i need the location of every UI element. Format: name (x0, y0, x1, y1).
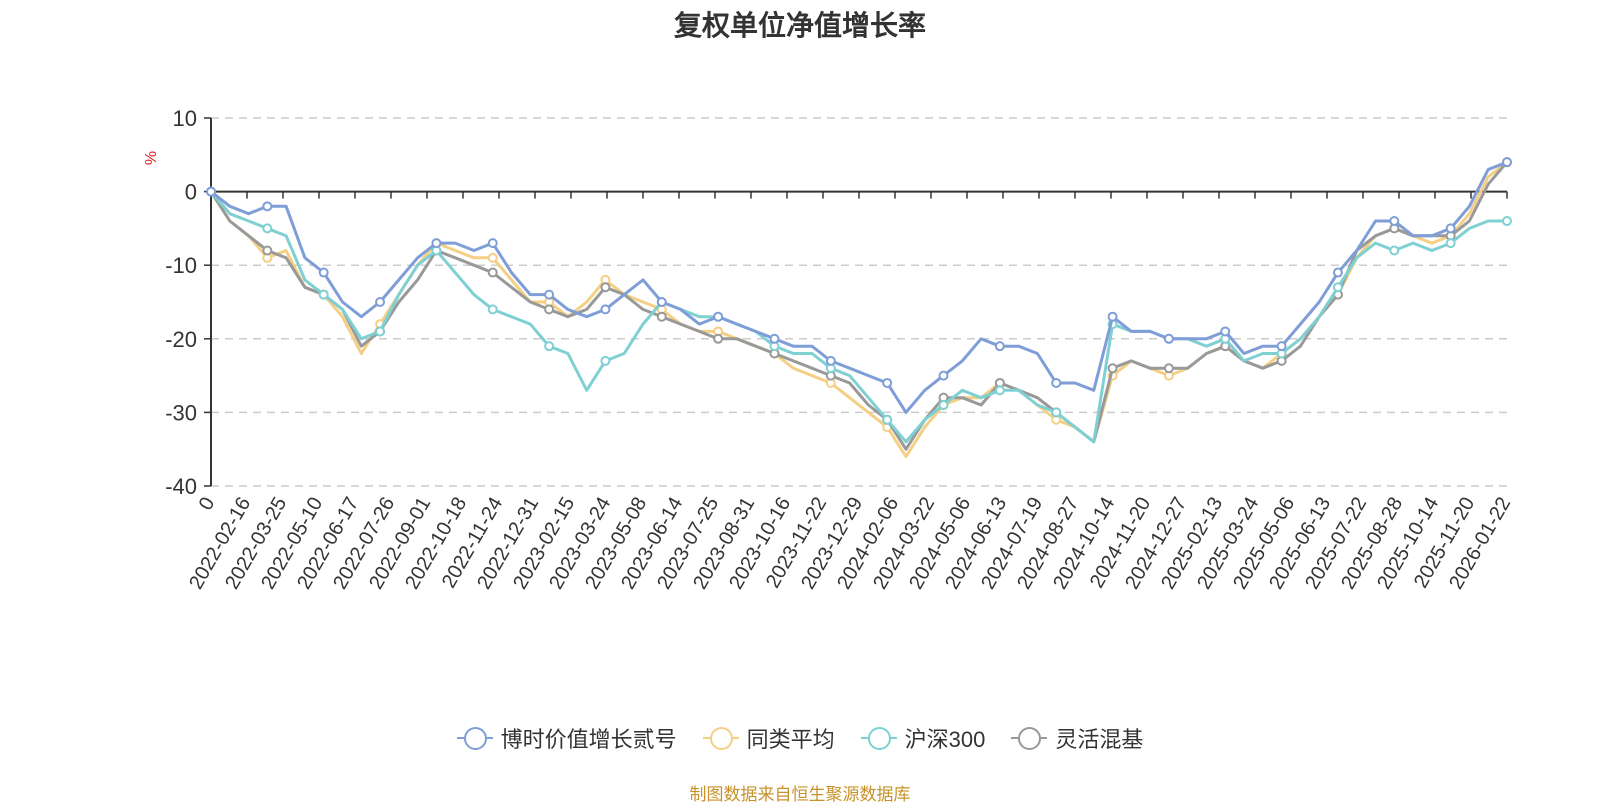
data-point (431, 238, 442, 249)
grid-lines (211, 117, 1507, 487)
data-point (544, 304, 555, 315)
data-point (769, 333, 780, 344)
chart-title: 复权单位净值增长率 (673, 10, 926, 41)
data-point (994, 385, 1005, 396)
data-point (713, 311, 724, 322)
data-point (1389, 245, 1400, 256)
series-lines (206, 157, 1512, 459)
data-point (1332, 282, 1343, 293)
y-tick-label: 10 (173, 106, 197, 131)
series-line-3 (209, 161, 1509, 451)
data-point (656, 297, 667, 307)
y-tick-label: -10 (165, 253, 197, 278)
legend-marker-icon (702, 726, 739, 750)
data-point (206, 186, 216, 197)
data-point (262, 223, 273, 234)
data-point (600, 304, 611, 315)
legend-marker-icon (1011, 726, 1048, 750)
legend-item-csi300[interactable]: 沪深300 (860, 722, 986, 754)
y-tick-label: 0 (185, 180, 197, 205)
data-point (1389, 216, 1400, 227)
data-point (262, 245, 273, 256)
data-point (1276, 341, 1287, 352)
y-tick-label: -40 (165, 474, 197, 499)
legend-item-peer-average[interactable]: 同类平均 (702, 722, 835, 754)
data-point (487, 267, 498, 278)
data-point (882, 414, 893, 425)
data-point (1051, 377, 1062, 388)
data-point (1445, 223, 1456, 234)
data-point (1502, 216, 1512, 227)
legend-circle (867, 727, 891, 750)
data-point (544, 289, 555, 300)
y-tick-label: -20 (165, 327, 197, 352)
legend-circle (463, 727, 487, 750)
series-line-0 (210, 160, 1508, 414)
data-point (1163, 363, 1174, 374)
data-point (487, 252, 498, 263)
data-point (1220, 326, 1231, 337)
data-point (1332, 267, 1343, 278)
data-point (938, 400, 949, 411)
legend-marker-icon (860, 726, 897, 750)
data-point (1445, 238, 1456, 249)
data-point (375, 326, 386, 337)
data-point (938, 370, 949, 381)
data-point (600, 355, 611, 366)
data-point (825, 355, 836, 366)
legend-circle (709, 727, 733, 750)
data-point (544, 341, 555, 352)
data-point (1163, 333, 1174, 344)
legend-label: 灵活混基 (1055, 727, 1144, 752)
y-tick-label: -30 (165, 400, 197, 425)
data-point (600, 282, 611, 293)
legend-circle (1018, 727, 1042, 750)
series-line-2 (209, 190, 1507, 444)
legend-item-flexible-mixed[interactable]: 灵活混基 (1011, 722, 1143, 754)
legend-label: 博时价值增长贰号 (500, 727, 677, 752)
legend-item-fund[interactable]: 博时价值增长贰号 (456, 722, 677, 754)
data-point (1502, 157, 1512, 168)
legend-label: 沪深300 (904, 727, 986, 752)
data-point (262, 201, 273, 212)
x-tick-label: 0 (195, 494, 220, 515)
legend-label: 同类平均 (746, 727, 835, 752)
data-point (375, 297, 386, 307)
data-point (1051, 407, 1062, 418)
y-axis-unit-label: % (143, 151, 160, 165)
source-note: 制图数据来自恒生聚源数据库 (689, 785, 911, 804)
data-point (318, 267, 329, 278)
data-point (994, 341, 1005, 352)
legend: 博时价值增长贰号 同类平均 沪深300 灵活混基 (0, 722, 1600, 754)
legend-marker-icon (456, 726, 493, 750)
data-point (656, 311, 667, 322)
data-point (318, 289, 329, 300)
axes: 100-10-20-30-4002022-02-162022-03-252022… (165, 106, 1515, 593)
data-point (1107, 363, 1118, 374)
data-point (487, 238, 498, 249)
data-point (882, 377, 893, 388)
data-point (1107, 311, 1118, 322)
data-point (713, 333, 724, 344)
data-point (487, 304, 498, 315)
